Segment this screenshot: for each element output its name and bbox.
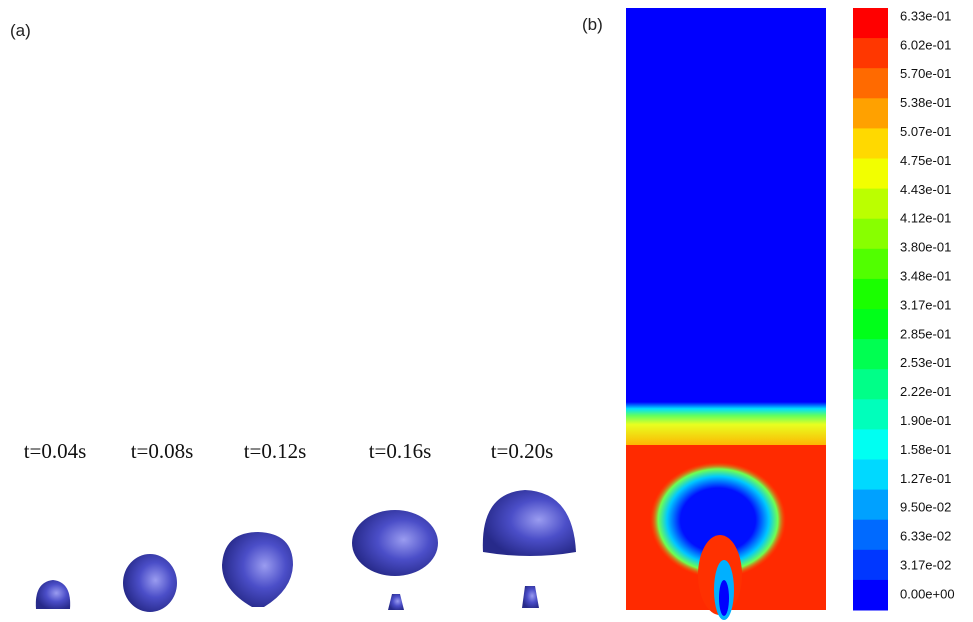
bubble (123, 554, 177, 612)
colorbar-label: 3.48e-01 (900, 269, 951, 284)
colorbar-band (853, 339, 888, 370)
bubble (483, 490, 576, 556)
bubble (36, 580, 70, 609)
bubble (222, 532, 293, 607)
colorbar-label: 4.43e-01 (900, 182, 951, 197)
colorbar-band (853, 219, 888, 250)
colorbar-label: 3.17e-01 (900, 297, 951, 312)
figure: (a) (b) t=0.04s t=0.08s t=0.12s t=0.16s t=0.… (0, 0, 973, 622)
bubbles (36, 490, 576, 612)
colorbar-label: 4.75e-01 (900, 153, 951, 168)
colorbar-band (853, 128, 888, 159)
colorbar-band (853, 369, 888, 400)
time-label: t=0.08s (131, 439, 194, 463)
colorbar-label: 6.33e-01 (900, 8, 951, 23)
colorbar-band (853, 399, 888, 430)
colorbar-label: 5.70e-01 (900, 66, 951, 81)
colorbar-band (853, 159, 888, 190)
colorbar-band (853, 98, 888, 129)
contour-plot (626, 8, 826, 620)
colorbar-band (853, 580, 888, 611)
colorbar-label: 2.22e-01 (900, 384, 951, 399)
colorbar-label: 3.80e-01 (900, 240, 951, 255)
colorbar-band (853, 520, 888, 551)
time-label: t=0.12s (244, 439, 307, 463)
colorbar-band (853, 8, 888, 39)
colorbar-label: 9.50e-02 (900, 500, 951, 515)
colorbar-band (853, 309, 888, 340)
colorbar-label: 4.12e-01 (900, 211, 951, 226)
colorbar-band (853, 68, 888, 99)
colorbar-label: 2.53e-01 (900, 355, 951, 370)
colorbar-label: 2.85e-01 (900, 326, 951, 341)
time-label: t=0.04s (24, 439, 87, 463)
colorbar-band (853, 38, 888, 69)
contour-region (626, 402, 826, 447)
time-label: t=0.16s (369, 439, 432, 463)
colorbar-label: 6.33e-02 (900, 529, 951, 544)
panel-label: (a) (10, 21, 31, 40)
colorbar-band (853, 460, 888, 491)
panel-label: (b) (582, 15, 603, 34)
colorbar-label: 0.00e+00 (900, 586, 955, 601)
colorbar-label: 5.38e-01 (900, 95, 951, 110)
colorbar-band (853, 490, 888, 521)
colorbar-band (853, 249, 888, 280)
colorbar-label: 3.17e-02 (900, 558, 951, 573)
bubble (352, 510, 438, 576)
colorbar-label: 1.90e-01 (900, 413, 951, 428)
colorbar-band (853, 429, 888, 460)
colorbar-band (853, 189, 888, 220)
colorbar-label: 6.02e-01 (900, 37, 951, 52)
colorbar-band (853, 279, 888, 310)
colorbar: 6.33e-01 6.02e-01 5.70e-01 5.38e-01 5.07e-01… (853, 8, 955, 611)
colorbar-label: 1.27e-01 (900, 471, 951, 486)
colorbar-label: 1.58e-01 (900, 442, 951, 457)
colorbar-band (853, 550, 888, 581)
bubble (388, 594, 404, 610)
time-label: t=0.20s (491, 439, 554, 463)
colorbar-label: 5.07e-01 (900, 124, 951, 139)
contour-region (719, 580, 729, 616)
bubble (522, 586, 539, 608)
